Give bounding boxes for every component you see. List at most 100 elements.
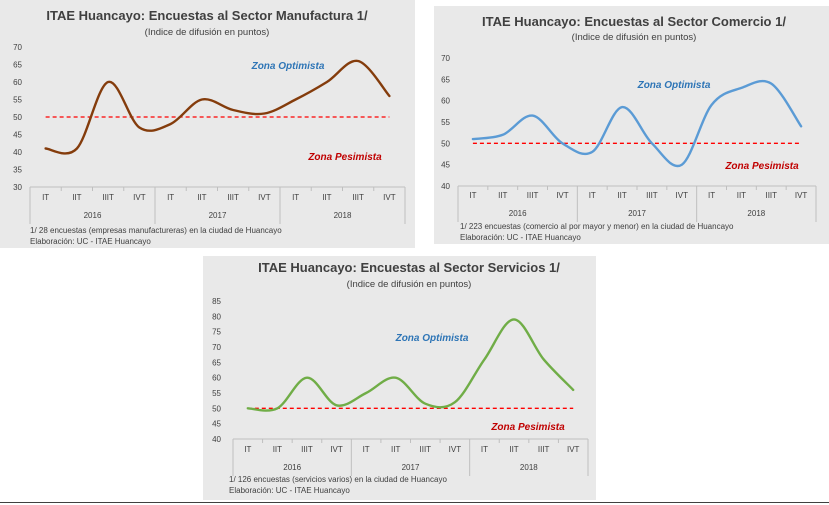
chart-subtitle: (Indice de difusión en puntos) bbox=[572, 32, 697, 43]
y-tick-label: 55 bbox=[441, 118, 450, 127]
x-tick-label: IIIT bbox=[352, 193, 364, 202]
zone-optimista-label: Zona Optimista bbox=[395, 333, 469, 344]
y-tick-label: 50 bbox=[212, 404, 221, 413]
y-tick-label: 40 bbox=[13, 148, 22, 157]
y-tick-label: 65 bbox=[212, 358, 221, 367]
chart-svg: ITAE Huancayo: Encuestas al Sector Comer… bbox=[441, 14, 817, 242]
x-tick-label: IT bbox=[363, 445, 370, 454]
y-tick-label: 60 bbox=[13, 78, 22, 87]
y-tick-label: 40 bbox=[212, 435, 221, 444]
y-tick-label: 50 bbox=[441, 139, 450, 148]
x-tick-label: IIT bbox=[322, 193, 331, 202]
chart-subtitle: (Indice de difusión en puntos) bbox=[145, 27, 270, 38]
footnote: 1/ 223 encuestas (comercio al por mayor … bbox=[460, 222, 734, 231]
year-label: 2018 bbox=[334, 211, 352, 220]
y-tick-label: 40 bbox=[441, 182, 450, 191]
y-tick-label: 70 bbox=[441, 54, 450, 63]
year-label: 2017 bbox=[402, 463, 420, 472]
x-tick-label: IIT bbox=[509, 445, 518, 454]
series-line bbox=[471, 79, 803, 168]
x-tick-label: IIIT bbox=[527, 191, 539, 200]
x-tick-label: IVT bbox=[676, 191, 689, 200]
zone-optimista-label: Zona Optimista bbox=[637, 80, 711, 91]
x-tick-label: IT bbox=[42, 193, 49, 202]
chart-panel-servicios: ITAE Huancayo: Encuestas al Sector Servi… bbox=[203, 256, 596, 500]
x-tick-label: IIIT bbox=[301, 445, 313, 454]
x-tick-label: IIT bbox=[72, 193, 81, 202]
year-label: 2016 bbox=[283, 463, 301, 472]
x-tick-label: IVT bbox=[383, 193, 396, 202]
zone-pesimista-label: Zona Pesimista bbox=[724, 161, 799, 172]
y-tick-label: 55 bbox=[212, 389, 221, 398]
y-tick-label: 35 bbox=[13, 166, 22, 175]
year-label: 2016 bbox=[84, 211, 102, 220]
y-tick-label: 55 bbox=[13, 96, 22, 105]
y-tick-label: 50 bbox=[13, 113, 22, 122]
source-note: Elaboración: UC - ITAE Huancayo bbox=[30, 237, 151, 246]
y-tick-label: 45 bbox=[212, 420, 221, 429]
chart-panel-comercio: ITAE Huancayo: Encuestas al Sector Comer… bbox=[434, 6, 829, 244]
x-tick-label: IIT bbox=[197, 193, 206, 202]
y-tick-label: 70 bbox=[13, 43, 22, 52]
x-tick-label: IT bbox=[481, 445, 488, 454]
x-tick-label: IT bbox=[469, 191, 476, 200]
x-tick-label: IIIT bbox=[765, 191, 777, 200]
footnote: 1/ 126 encuestas (servicios varios) en l… bbox=[229, 475, 447, 484]
x-tick-label: IT bbox=[167, 193, 174, 202]
x-tick-label: IT bbox=[244, 445, 251, 454]
chart-title: ITAE Huancayo: Encuestas al Sector Comer… bbox=[482, 14, 786, 29]
series-line bbox=[246, 318, 575, 412]
x-tick-label: IVT bbox=[556, 191, 569, 200]
x-tick-label: IVT bbox=[567, 445, 580, 454]
x-tick-label: IVT bbox=[330, 445, 343, 454]
y-tick-label: 65 bbox=[441, 75, 450, 84]
zone-pesimista-label: Zona Pesimista bbox=[307, 152, 382, 163]
zone-optimista-label: Zona Optimista bbox=[251, 61, 325, 72]
x-tick-label: IT bbox=[292, 193, 299, 202]
source-note: Elaboración: UC - ITAE Huancayo bbox=[229, 486, 350, 495]
divider bbox=[0, 502, 829, 503]
chart-title: ITAE Huancayo: Encuestas al Sector Manuf… bbox=[46, 8, 368, 23]
year-label: 2016 bbox=[509, 209, 527, 218]
year-label: 2017 bbox=[209, 211, 227, 220]
year-label: 2018 bbox=[747, 209, 765, 218]
x-tick-label: IIT bbox=[617, 191, 626, 200]
x-tick-label: IVT bbox=[133, 193, 146, 202]
y-tick-label: 60 bbox=[441, 97, 450, 106]
x-tick-label: IIT bbox=[391, 445, 400, 454]
y-tick-label: 45 bbox=[441, 161, 450, 170]
y-tick-label: 80 bbox=[212, 312, 221, 321]
x-tick-label: IVT bbox=[795, 191, 808, 200]
x-tick-label: IIT bbox=[273, 445, 282, 454]
y-tick-label: 70 bbox=[212, 343, 221, 352]
plot-area: 40 45 50 55 60 65 70 75 80 85 IT IIT IIIT IVT IT IIT III… bbox=[212, 297, 589, 476]
plot-area: 40 45 50 55 60 65 70 IT IIT IIIT IVT IT IIT IIIT IVT IT… bbox=[441, 54, 817, 222]
series-line bbox=[44, 59, 391, 155]
x-tick-label: IIT bbox=[498, 191, 507, 200]
year-label: 2017 bbox=[628, 209, 646, 218]
x-tick-label: IIT bbox=[737, 191, 746, 200]
y-tick-label: 85 bbox=[212, 297, 221, 306]
zone-pesimista-label: Zona Pesimista bbox=[490, 422, 565, 433]
footnote: 1/ 28 encuestas (empresas manufactureras… bbox=[30, 226, 282, 235]
x-tick-label: IT bbox=[589, 191, 596, 200]
chart-panel-manufactura: ITAE Huancayo: Encuestas al Sector Manuf… bbox=[0, 0, 415, 248]
y-tick-label: 65 bbox=[13, 61, 22, 70]
x-tick-label: IVT bbox=[449, 445, 462, 454]
x-tick-label: IIIT bbox=[538, 445, 550, 454]
x-tick-label: IVT bbox=[258, 193, 271, 202]
y-tick-label: 60 bbox=[212, 374, 221, 383]
x-tick-label: IIIT bbox=[646, 191, 658, 200]
chart-svg: ITAE Huancayo: Encuestas al Sector Servi… bbox=[212, 260, 589, 495]
x-tick-label: IIIT bbox=[227, 193, 239, 202]
x-tick-label: IIIT bbox=[102, 193, 114, 202]
chart-subtitle: (Indice de difusión en puntos) bbox=[347, 279, 472, 290]
year-label: 2018 bbox=[520, 463, 538, 472]
source-note: Elaboración: UC - ITAE Huancayo bbox=[460, 233, 581, 242]
plot-area: 30 35 40 45 50 55 60 65 70 IT IIT IIIT IVT IT IIT IIIT I… bbox=[13, 43, 406, 224]
chart-title: ITAE Huancayo: Encuestas al Sector Servi… bbox=[258, 260, 560, 275]
chart-svg: ITAE Huancayo: Encuestas al Sector Manuf… bbox=[13, 8, 406, 246]
y-tick-label: 45 bbox=[13, 131, 22, 140]
y-tick-label: 75 bbox=[212, 328, 221, 337]
y-tick-label: 30 bbox=[13, 183, 22, 192]
